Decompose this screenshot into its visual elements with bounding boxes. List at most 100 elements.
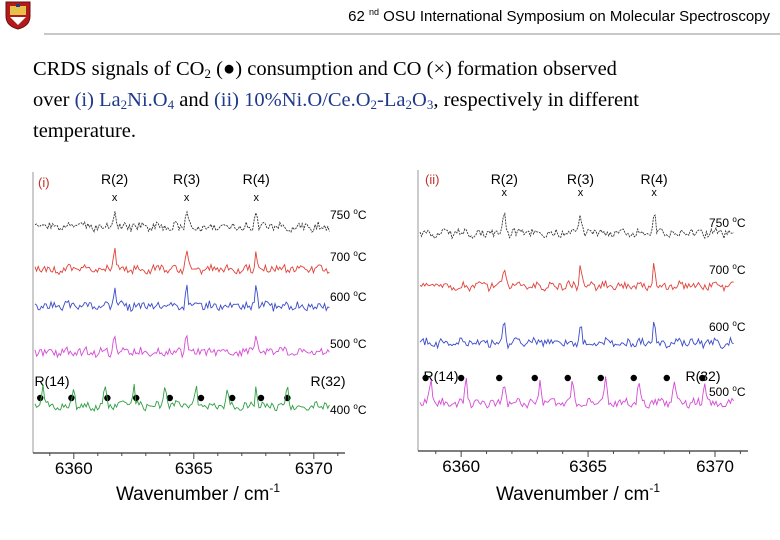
temperature-label: 750 oC <box>330 207 367 222</box>
rotational-line-label: R(32) <box>310 373 345 389</box>
co2-consumption-dot <box>496 374 503 382</box>
x-axis-title-text: Wavenumber / cm <box>116 484 269 505</box>
co2-consumption-dot <box>457 374 465 382</box>
desc-text: and <box>174 89 214 111</box>
spectrum-line <box>419 211 734 240</box>
spectrum-line <box>419 321 734 350</box>
x-tick-label: 6370 <box>696 457 734 476</box>
temperature-unit: C <box>358 337 367 351</box>
temperature-unit: C <box>358 290 367 304</box>
degree-symbol: o <box>353 289 358 298</box>
rotational-line-label: R(3) <box>567 171 594 187</box>
desc-catalyst-i: Ni.O <box>127 89 168 111</box>
slide-description: CRDS signals of CO2 (●) consumption and … <box>33 54 773 147</box>
university-crest-icon <box>5 1 31 30</box>
temperature-unit: C <box>358 403 367 417</box>
x-axis-title-superscript: -1 <box>269 481 280 495</box>
co2-consumption-dot <box>564 374 571 382</box>
degree-symbol: o <box>353 402 358 411</box>
x-tick-label: 6370 <box>295 459 333 478</box>
desc-subscript: 2 <box>204 66 211 81</box>
temperature-label: 700 oC <box>330 249 367 264</box>
header-title: 62 nd OSU International Symposium on Mol… <box>348 7 770 25</box>
header-ordinal-number: 62 <box>348 8 365 25</box>
temperature-value: 700 <box>330 250 353 264</box>
co2-consumption-dot <box>630 374 637 382</box>
desc-text: , respectively in different <box>433 89 639 111</box>
degree-symbol: o <box>732 384 737 393</box>
spectrum-line <box>34 284 330 313</box>
temperature-value: 750 <box>709 216 732 230</box>
desc-text: CRDS signals of CO <box>33 58 205 80</box>
temperature-label: 600 oC <box>709 319 746 334</box>
co-formation-marker: x <box>112 192 118 204</box>
panel-label: (i) <box>38 175 50 190</box>
spectrum-line <box>34 210 330 233</box>
x-axis-title-superscript: -1 <box>649 481 660 495</box>
rotational-line-label: R(14) <box>423 368 458 384</box>
x-tick-label: 6360 <box>55 459 93 478</box>
co2-consumption-dot <box>166 394 173 402</box>
x-tick-label: 6360 <box>442 457 480 476</box>
co-formation-marker: x <box>253 192 259 204</box>
desc-subscript: 3 <box>426 97 434 112</box>
desc-subscript: 2 <box>120 97 128 112</box>
degree-symbol: o <box>353 249 358 258</box>
desc-catalyst-ii: -La <box>377 89 406 111</box>
co2-consumption-dot <box>229 394 236 402</box>
co-formation-marker: x <box>184 192 190 204</box>
header-title-text: OSU International Symposium on Molecular… <box>383 8 770 25</box>
temperature-unit: C <box>737 263 746 277</box>
degree-symbol: o <box>732 262 737 271</box>
x-axis-title: Wavenumber / cm-1 <box>496 481 660 505</box>
spectrum-line <box>419 376 734 410</box>
desc-text: over <box>33 89 75 111</box>
desc-subscript: 4 <box>167 97 175 112</box>
temperature-label: 600 oC <box>330 289 367 304</box>
co-formation-marker: x <box>578 187 584 199</box>
co-formation-marker: x <box>651 187 657 199</box>
x-axis-title-text: Wavenumber / cm <box>496 484 649 505</box>
temperature-value: 600 <box>709 320 732 334</box>
temperature-value: 600 <box>330 290 353 304</box>
header-divider <box>44 33 780 35</box>
slide-header: 62 nd OSU International Symposium on Mol… <box>0 0 780 36</box>
desc-subscript: 2 <box>405 97 413 112</box>
temperature-label: 400 oC <box>330 402 367 417</box>
rotational-line-label: R(4) <box>640 171 667 187</box>
temperature-label: 750 oC <box>709 215 746 230</box>
degree-symbol: o <box>353 207 358 216</box>
temperature-label: 700 oC <box>709 262 746 277</box>
temperature-unit: C <box>737 320 746 334</box>
temperature-unit: C <box>358 250 367 264</box>
spectrum-line <box>419 263 734 293</box>
desc-catalyst-ii: O <box>412 89 427 111</box>
degree-symbol: o <box>732 215 737 224</box>
temperature-label: 500 oC <box>330 336 367 351</box>
desc-text: temperature. <box>33 120 137 142</box>
x-axis-title: Wavenumber / cm-1 <box>116 481 280 505</box>
desc-subscript: 2 <box>370 97 378 112</box>
temperature-value: 700 <box>709 263 732 277</box>
degree-symbol: o <box>732 319 737 328</box>
co2-consumption-dot <box>597 374 604 382</box>
rotational-line-label: R(2) <box>101 171 128 187</box>
panel-label: (ii) <box>425 172 439 187</box>
temperature-value: 500 <box>709 385 732 399</box>
desc-text: ( <box>210 58 223 80</box>
rotational-line-label: R(2) <box>491 171 518 187</box>
header-ordinal-suffix: nd <box>368 7 379 17</box>
co-formation-marker: x <box>502 187 508 199</box>
temperature-unit: C <box>737 385 746 399</box>
co2-consumption-dot <box>663 374 670 382</box>
co2-consumption-dot <box>531 374 538 382</box>
desc-catalyst-ii: (ii) 10%Ni.O/Ce.O <box>213 89 371 111</box>
co2-consumption-dot <box>257 394 265 402</box>
temperature-label: 500 oC <box>709 384 746 399</box>
temperature-unit: C <box>358 208 367 222</box>
degree-symbol: o <box>353 336 358 345</box>
x-tick-label: 6365 <box>569 457 607 476</box>
rotational-line-label: R(3) <box>173 171 200 187</box>
